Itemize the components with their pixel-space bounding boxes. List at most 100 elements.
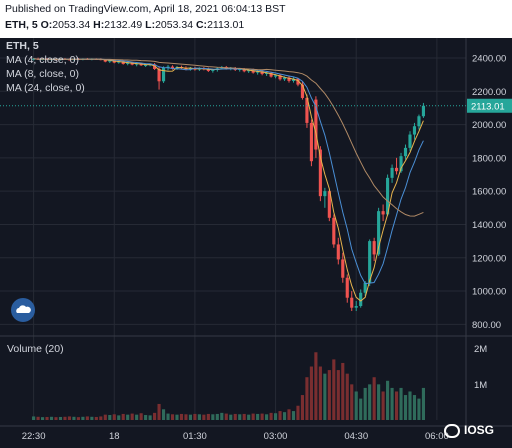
volume-bar (327, 370, 331, 420)
open-label: O: (40, 19, 53, 31)
legend-ma-24[interactable]: MA (24, close, 0) (6, 82, 85, 94)
volume-bar (67, 416, 72, 420)
volume-bar (386, 380, 390, 420)
volume-bar (251, 413, 255, 420)
volume-bar (130, 413, 134, 420)
ma-4-line (33, 58, 424, 302)
iosg-watermark: IOSG (444, 422, 508, 442)
candle-body (323, 191, 327, 197)
legend-symbol: ETH, 5 (6, 40, 39, 52)
candle-body (377, 211, 381, 255)
volume-bar (188, 414, 193, 420)
volume-bar (390, 387, 394, 420)
time-tick-label: 03:00 (264, 431, 288, 442)
volume-bar (269, 412, 273, 420)
candle-body (260, 71, 264, 74)
volume-bar (126, 414, 130, 420)
price-tick-label: 1800.00 (472, 153, 506, 164)
candle-body (251, 70, 255, 73)
chart-area[interactable]: 800.00 1000.00 1200.00 1400.00 1600.00 1800.0… (0, 38, 512, 448)
candle-body (359, 292, 363, 307)
candle-body (318, 149, 322, 197)
volume-bar (372, 377, 376, 420)
candle-body (300, 84, 305, 98)
candles (32, 57, 426, 312)
ohlc-summary: ETH, 5 O:2053.34 H:2132.49 L:2053.34 C:2… (5, 19, 244, 31)
tradingview-cloud-icon[interactable] (11, 298, 35, 322)
volume-bar (121, 413, 125, 420)
candle-body (336, 244, 340, 260)
candle-body (403, 147, 408, 157)
volume-bar (144, 415, 148, 420)
time-tick-label: 01:30 (183, 431, 207, 442)
volume-bar (296, 405, 300, 420)
chart-canvas[interactable]: 800.00 1000.00 1200.00 1400.00 1600.00 1800.0… (0, 38, 512, 448)
volume-bar (354, 391, 358, 420)
volume-bar (394, 391, 399, 420)
volume-bar (99, 416, 103, 420)
volume-bar (278, 411, 282, 420)
legend-ma-4[interactable]: MA (4, close, 0) (6, 54, 79, 66)
candle-body (153, 64, 157, 69)
volume-bar (179, 413, 184, 420)
low-value: 2053.34 (155, 19, 194, 31)
candle-body (166, 66, 170, 68)
price-tick-label: 1400.00 (472, 220, 506, 231)
volume-bar (148, 415, 152, 420)
volume-bar (184, 414, 188, 420)
volume-bar (36, 416, 40, 420)
volume-bar (197, 414, 201, 420)
volume-bar (81, 416, 85, 420)
volume-bar (412, 395, 417, 420)
candle-body (32, 58, 36, 60)
volume-bar (220, 412, 224, 420)
candle-body (103, 59, 107, 62)
candle-body (381, 211, 385, 215)
volume-bar (45, 416, 49, 420)
volume-bar (139, 413, 143, 420)
candle-body (211, 69, 215, 71)
candle-body (296, 78, 300, 85)
price-tick-label: 1000.00 (472, 287, 506, 298)
candle-body (287, 77, 291, 81)
volume-bar (103, 414, 107, 420)
legend-ma-8[interactable]: MA (8, close, 0) (6, 68, 79, 80)
volume-bar (368, 384, 372, 420)
volume-bar (287, 409, 291, 420)
volume-bar (202, 414, 206, 420)
price-tick-label: 2000.00 (472, 120, 506, 131)
candle-body (412, 126, 417, 135)
candle-body (417, 116, 421, 127)
volume-bar (238, 414, 242, 420)
volume-bar (341, 362, 345, 420)
volume-bar (399, 387, 403, 420)
volume-bar (305, 377, 309, 420)
volume-bar (90, 416, 94, 420)
candle-body (345, 277, 349, 298)
published-info: Published on TradingView.com, April 18, … (5, 3, 286, 15)
candle-body (399, 156, 403, 172)
candle-body (291, 78, 296, 81)
volume-legend[interactable]: Volume (20) (7, 343, 64, 355)
volume-bar (135, 414, 139, 420)
volume-bar (215, 413, 219, 420)
price-tick-label: 1600.00 (472, 187, 506, 198)
candle-body (282, 77, 287, 80)
volume-bar (72, 416, 76, 420)
time-tick-label: 22:30 (22, 431, 46, 442)
volume-bar (377, 384, 381, 420)
open-value: 2053.34 (52, 19, 91, 31)
candle-body (372, 241, 376, 255)
high-label: H: (93, 19, 105, 31)
volume-bar (309, 366, 313, 420)
volume-bar (403, 395, 408, 420)
ma-24-line (33, 58, 424, 217)
candle-body (341, 259, 345, 278)
candle-body (350, 297, 354, 308)
candle-body (265, 72, 269, 74)
volume-bar (166, 413, 170, 420)
candle-body (332, 217, 336, 245)
volume-tick-label: 1M (474, 380, 487, 391)
last-price-badge (467, 98, 512, 113)
volume-bar (211, 414, 215, 420)
